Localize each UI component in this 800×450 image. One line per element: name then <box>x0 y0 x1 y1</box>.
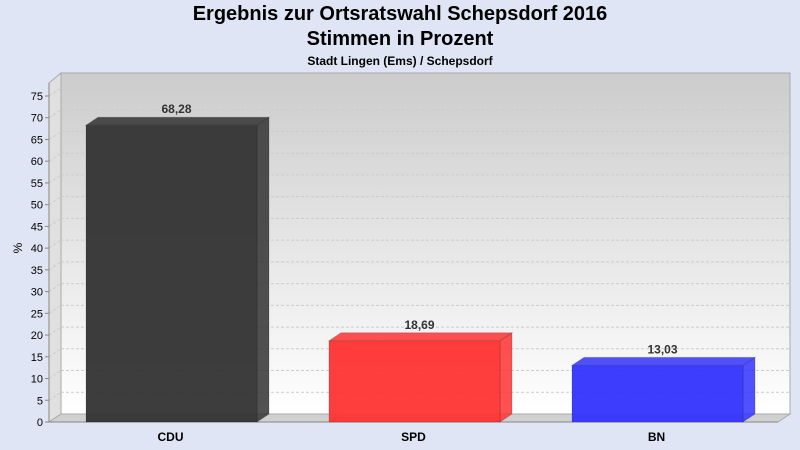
bar-side <box>742 356 756 423</box>
chart-subtitle: Stimmen in Prozent <box>306 28 494 50</box>
y-tick-label: 55 <box>31 178 43 190</box>
gridline-side <box>48 370 62 379</box>
y-tick-label: 35 <box>31 265 43 277</box>
y-tick-label: 70 <box>31 113 43 125</box>
gridline-side <box>48 174 62 184</box>
gridline-side <box>48 196 62 206</box>
gridline-side <box>48 326 62 336</box>
y-tick-label: 5 <box>37 395 43 407</box>
gridline-side <box>48 152 62 162</box>
y-tick-label: 15 <box>31 352 43 364</box>
y-tick-label: 20 <box>31 330 43 342</box>
y-tick-label: 10 <box>31 374 43 386</box>
gridline-side <box>48 109 62 119</box>
y-axis-label: % <box>11 242 25 253</box>
bar-bn <box>571 364 744 423</box>
gridline-side <box>48 348 62 358</box>
gridline-side <box>48 87 62 97</box>
gridline-side <box>48 239 62 249</box>
gridline-side <box>48 391 62 401</box>
y-tick-label: 60 <box>31 156 43 168</box>
data-label: 18,69 <box>404 318 434 332</box>
bar-side <box>499 331 513 423</box>
y-tick-label: 30 <box>31 287 43 299</box>
y-tick-label: 65 <box>31 134 43 146</box>
gridline-side <box>48 283 62 293</box>
data-label: 68,28 <box>161 102 191 116</box>
gridline-side <box>48 131 62 140</box>
x-tick-label: CDU <box>158 430 184 444</box>
y-tick-label: 45 <box>31 221 43 233</box>
bar-side <box>256 116 270 423</box>
x-tick-label: SPD <box>401 430 426 444</box>
chart-caption: Stadt Lingen (Ems) / Schepsdorf <box>307 54 493 68</box>
y-tick-label: 25 <box>31 308 43 320</box>
gridline-side <box>48 261 62 271</box>
gridline-side <box>48 304 62 314</box>
y-tick-label: 0 <box>37 417 43 429</box>
y-tick-label: 40 <box>31 243 43 255</box>
x-tick-label: BN <box>648 430 665 444</box>
y-tick-label: 75 <box>31 91 43 103</box>
chart-title: Ergebnis zur Ortsratswahl Schepsdorf 201… <box>192 3 608 25</box>
bar-top <box>84 116 271 126</box>
bar-spd <box>328 340 501 423</box>
bar-top <box>570 356 757 366</box>
data-label: 13,03 <box>647 342 677 356</box>
bar-top <box>327 332 514 342</box>
gridline-side <box>48 217 62 227</box>
y-tick-label: 50 <box>31 200 43 212</box>
bar-cdu <box>85 124 258 423</box>
